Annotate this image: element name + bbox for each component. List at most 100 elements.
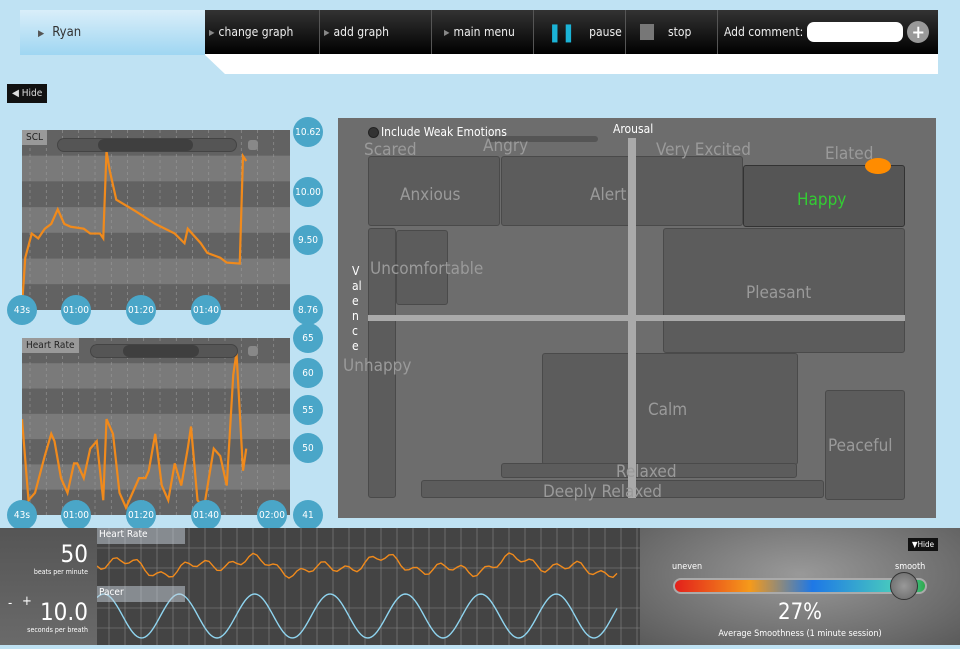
checkbox-icon (368, 126, 379, 138)
scl-plot (22, 130, 290, 310)
hr-strip-line (96, 552, 618, 579)
emotion-map: Include Weak Emotions Arousal Valence Sc… (338, 118, 936, 518)
zoom-slider[interactable] (248, 346, 258, 356)
zoom-slider[interactable] (248, 140, 258, 150)
triangle-down-icon: ▼ (912, 540, 918, 549)
scroll-thumb[interactable] (123, 345, 199, 357)
y-tick-label: 10.00 (293, 177, 323, 207)
x-tick-label: 01:40 (191, 295, 221, 325)
x-tick-label: 01:20 (126, 500, 156, 530)
scroll-thumb[interactable] (98, 139, 193, 151)
band (22, 181, 290, 208)
chart-title: SCL (22, 130, 48, 145)
x-tick-label: 01:20 (126, 295, 156, 325)
label: add graph (333, 25, 389, 39)
pacer-readout: - + 10.0 seconds per breath (0, 588, 96, 645)
x-tick-label: 01:00 (61, 500, 91, 530)
hide-smoothness-button[interactable]: ▼Hide (908, 538, 938, 551)
pacer-strip-title: Pacer (97, 586, 185, 602)
arousal-label: Arousal (613, 122, 654, 136)
region-peaceful (825, 390, 905, 500)
pacer-value: 10.0 (39, 598, 88, 626)
label-scared: Scared (364, 140, 417, 160)
band (22, 363, 290, 389)
region-happy[interactable] (743, 165, 905, 227)
pause-icon: ❚❚ (548, 21, 576, 43)
hr-readout: 50 beats per minute (0, 528, 96, 588)
region-anxious (368, 156, 500, 226)
play-icon: ▶ (444, 27, 450, 37)
scroll-track[interactable] (57, 138, 237, 152)
band (22, 464, 290, 490)
smoothness-value: 27% (778, 600, 822, 625)
main-menu-button[interactable]: ▶ main menu (432, 10, 534, 54)
label-unhappy: Unhappy (343, 356, 412, 376)
x-tick-label: 43s (7, 295, 37, 325)
x-tick-label: 01:00 (61, 295, 91, 325)
label: Include Weak Emotions (381, 125, 507, 139)
label-deeply-relaxed: Deeply Relaxed (543, 482, 663, 502)
heart-rate-chart: Heart Rate (22, 338, 290, 515)
smoothness-caption: Average Smoothness (1 minute session) (718, 629, 882, 639)
comment-input[interactable] (807, 22, 904, 42)
smoothness-bar (673, 578, 927, 594)
hr-unit: beats per minute (33, 568, 88, 576)
y-tick-label: 10.62 (293, 117, 323, 147)
user-name: Ryan (52, 25, 82, 40)
plus-icon[interactable]: + (907, 21, 930, 43)
hr-strip-title: Heart Rate (97, 528, 185, 544)
weak-slider[interactable] (488, 136, 598, 142)
label-pleasant: Pleasant (746, 283, 812, 303)
label: change graph (218, 25, 294, 39)
x-tick-label: 01:40 (191, 500, 221, 530)
y-tick-label: 50 (293, 433, 323, 463)
stop-icon (640, 24, 654, 40)
pacer-unit: seconds per breath (27, 626, 88, 634)
label-alert: Alert (590, 185, 627, 205)
comment-label: Add comment: (724, 25, 804, 39)
data-line (22, 151, 248, 307)
region-calm (542, 353, 798, 465)
play-icon: ▶ (209, 27, 215, 37)
user-tab[interactable]: ▶ Ryan (20, 10, 205, 55)
region-pleasant (663, 228, 905, 353)
stop-button[interactable]: stop (626, 10, 718, 54)
pause-button[interactable]: ❚❚ pause (534, 10, 626, 54)
y-tick-label: 41 (293, 500, 323, 530)
region-relaxed (501, 463, 797, 478)
bottom-panel: 50 beats per minute - + 10.0 seconds per… (0, 528, 960, 645)
region-deeply-relaxed (421, 480, 824, 498)
label-anxious: Anxious (400, 185, 461, 205)
uneven-label: uneven (672, 562, 703, 572)
pacer-increase-button[interactable]: + (22, 594, 32, 609)
weak-emotions-checkbox[interactable]: Include Weak Emotions (368, 125, 507, 139)
hide-button[interactable]: ◀ Hide (7, 84, 48, 103)
current-state-marker (865, 158, 891, 174)
smoothness-panel: ▼Hide uneven smooth 27% Average Smoothne… (640, 528, 960, 645)
add-graph-button[interactable]: ▶ add graph (320, 10, 432, 54)
hr-value: 50 (60, 540, 88, 568)
scroll-track[interactable] (90, 344, 238, 358)
label-happy[interactable]: Happy (797, 190, 847, 210)
x-tick-label: 43s (7, 500, 37, 530)
band (22, 232, 290, 259)
label-angry: Angry (483, 136, 529, 156)
toolbar: ▶ change graph ▶ add graph ▶ main menu ❚❚ pa… (205, 10, 938, 54)
heart-rate-plot (22, 338, 290, 515)
pacer-decrease-button[interactable]: - (8, 596, 13, 611)
y-tick-label: 65 (293, 323, 323, 353)
valence-label: Valence (352, 264, 362, 353)
label-peaceful: Peaceful (828, 436, 893, 456)
scl-chart: SCL (22, 130, 290, 310)
band (22, 207, 290, 233)
region-uncomfortable (396, 230, 448, 305)
band (22, 258, 290, 285)
play-icon: ▶ (324, 27, 330, 37)
data-line (22, 352, 248, 511)
y-tick-label: 55 (293, 395, 323, 425)
smoothness-knob[interactable] (890, 572, 918, 600)
label: Hide (917, 540, 934, 549)
x-tick-label: 02:00 (257, 500, 287, 530)
label-calm: Calm (648, 400, 688, 420)
change-graph-button[interactable]: ▶ change graph (205, 10, 320, 54)
